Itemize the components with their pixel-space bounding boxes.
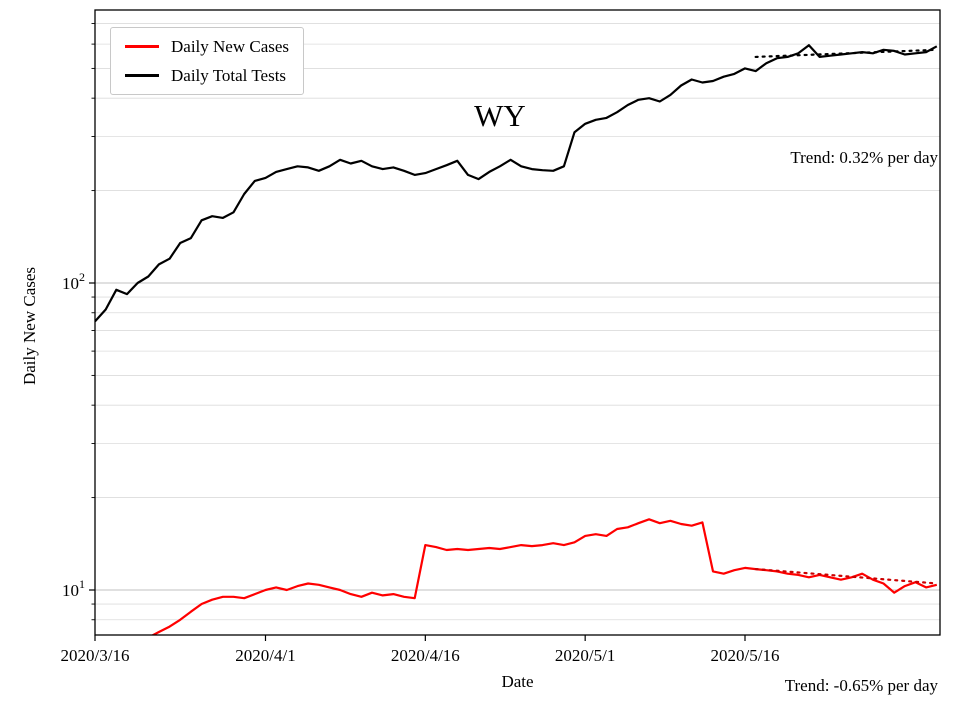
- tests-trend-annotation: Trend: 0.32% per day: [790, 148, 938, 167]
- legend-item-daily-total-tests: Daily Total Tests: [125, 67, 289, 84]
- svg-text:2020/5/16: 2020/5/16: [711, 646, 780, 665]
- legend: Daily New Cases Daily Total Tests: [110, 27, 305, 95]
- black-line-swatch: [125, 74, 159, 77]
- legend-item-daily-new-cases: Daily New Cases: [125, 38, 289, 55]
- svg-text:102: 102: [62, 270, 85, 293]
- svg-text:2020/3/16: 2020/3/16: [61, 646, 130, 665]
- svg-text:101: 101: [62, 577, 85, 600]
- x-axis-label: Date: [501, 672, 534, 691]
- svg-text:2020/4/1: 2020/4/1: [235, 646, 295, 665]
- svg-text:2020/5/1: 2020/5/1: [555, 646, 615, 665]
- red-line-swatch: [125, 45, 159, 48]
- svg-text:2020/4/16: 2020/4/16: [391, 646, 460, 665]
- cases-trend-annotation: Trend: -0.65% per day: [784, 676, 938, 695]
- chart-title: WY: [474, 98, 526, 133]
- y-axis-label: Daily New Cases: [20, 266, 39, 386]
- legend-label-daily-total-tests: Daily Total Tests: [171, 66, 287, 85]
- legend-label-daily-new-cases: Daily New Cases: [171, 37, 290, 56]
